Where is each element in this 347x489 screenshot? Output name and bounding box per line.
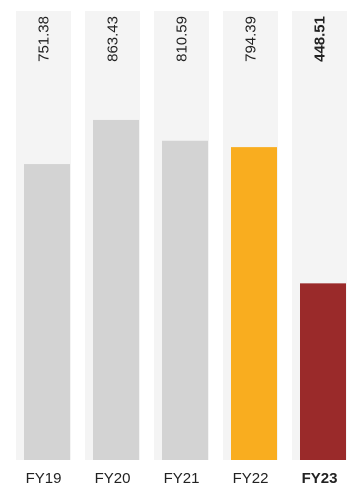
- bar-fy19: [24, 164, 70, 460]
- value-label-fy22: 794.39: [243, 16, 260, 62]
- category-label-fy22: FY22: [233, 470, 269, 487]
- category-label-fy20: FY20: [95, 470, 131, 487]
- bar-fy22: [231, 147, 277, 460]
- value-label-fy19: 751.38: [36, 16, 53, 62]
- category-label-fy21: FY21: [164, 470, 200, 487]
- value-label-fy23: 448.51: [312, 16, 329, 62]
- value-label-fy20: 863.43: [105, 16, 122, 62]
- bar-fy20: [93, 119, 139, 461]
- category-label-fy23: FY23: [302, 470, 338, 487]
- category-label-fy19: FY19: [26, 470, 62, 487]
- bar-fy21: [162, 140, 208, 460]
- value-label-fy21: 810.59: [174, 16, 191, 62]
- bar-fy23: [300, 283, 346, 460]
